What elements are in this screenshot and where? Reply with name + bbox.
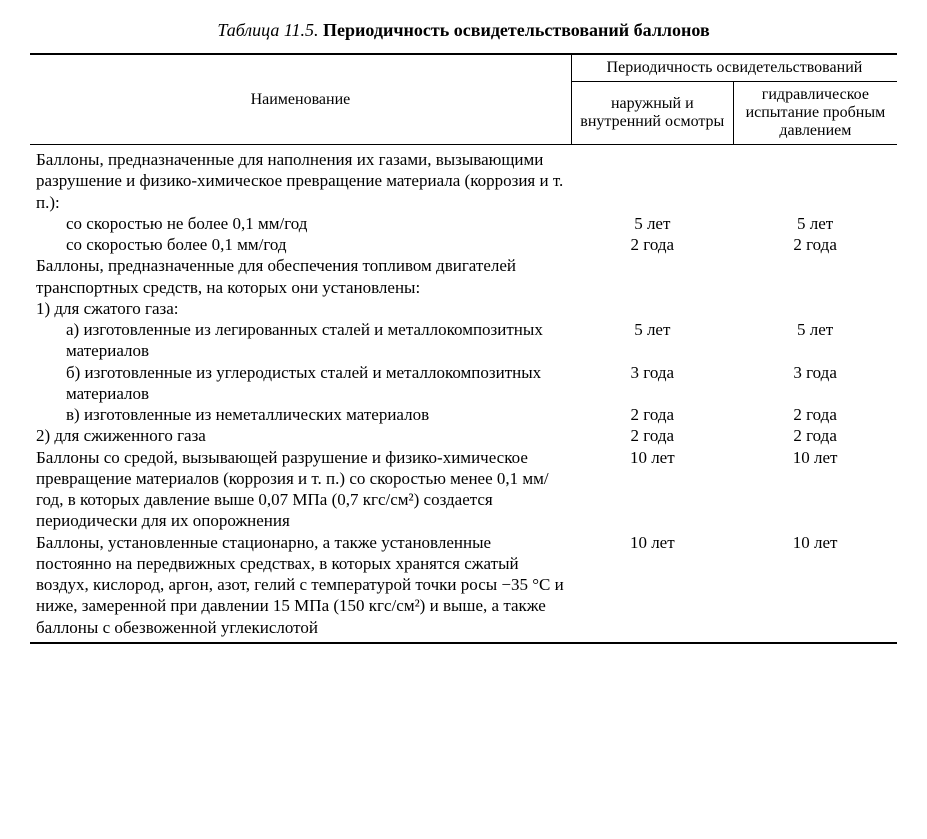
table-row: б) изготовленные из углеродистых сталей … (30, 362, 897, 405)
val-inspect: 5 лет (571, 319, 733, 362)
table-row: а) изготовленные из легированных сталей … (30, 319, 897, 362)
row-text: а) изготовленные из легированных сталей … (36, 319, 565, 362)
val-inspect: 5 лет (571, 213, 733, 234)
table-row: в) изготовленные из неметаллических мате… (30, 404, 897, 425)
table-row: Баллоны, установленные стационарно, а та… (30, 532, 897, 638)
hdr-col2: наружный и внутренний осмотры (571, 82, 733, 145)
val-hydro: 3 года (733, 362, 897, 405)
row-text: Баллоны, установленные стационарно, а та… (36, 532, 565, 638)
cert-table: Наименование Периодичность освидетельств… (30, 53, 897, 644)
table-row: Баллоны, предназначенные для обеспечения… (30, 255, 897, 298)
table-body: Баллоны, предназначенные для наполнения … (30, 145, 897, 643)
val-inspect: 2 года (571, 425, 733, 446)
table-row: со скоростью более 0,1 мм/год 2 года 2 г… (30, 234, 897, 255)
table-row: Баллоны, предназначенные для наполнения … (30, 149, 897, 213)
val-inspect: 10 лет (571, 532, 733, 638)
table-row: 1) для сжатого газа: (30, 298, 897, 319)
table-row: 2) для сжиженного газа 2 года 2 года (30, 425, 897, 446)
val-hydro: 5 лет (733, 319, 897, 362)
row-text: б) изготовленные из углеродистых сталей … (36, 362, 565, 405)
caption-title: Периодичность освидетельствований баллон… (323, 20, 710, 40)
val-inspect: 2 года (571, 234, 733, 255)
row-text: Баллоны со средой, вызывающей разрушение… (36, 447, 565, 532)
val-hydro: 10 лет (733, 532, 897, 638)
hdr-col3: гидравлическое испытание пробным давлени… (733, 82, 897, 145)
table-row: со скоростью не более 0,1 мм/год 5 лет 5… (30, 213, 897, 234)
val-hydro: 2 года (733, 234, 897, 255)
row-text: 2) для сжиженного газа (36, 425, 565, 446)
val-inspect: 2 года (571, 404, 733, 425)
row-text: Баллоны, предназначенные для обеспечения… (36, 255, 565, 298)
table-header: Наименование Периодичность освидетельств… (30, 54, 897, 145)
val-inspect: 3 года (571, 362, 733, 405)
row-text: 1) для сжатого газа: (36, 298, 565, 319)
row-text: со скоростью не более 0,1 мм/год (36, 213, 565, 234)
hdr-group: Периодичность освидетельствований (571, 54, 897, 82)
val-hydro: 5 лет (733, 213, 897, 234)
val-hydro: 2 года (733, 425, 897, 446)
row-text: в) изготовленные из неметаллических мате… (36, 404, 565, 425)
hdr-name: Наименование (30, 54, 571, 145)
caption-label: Таблица 11.5. (217, 20, 318, 40)
val-inspect: 10 лет (571, 447, 733, 532)
val-hydro: 10 лет (733, 447, 897, 532)
row-text: Баллоны, предназначенные для наполнения … (36, 149, 565, 213)
table-caption: Таблица 11.5. Периодичность освидетельст… (30, 20, 897, 41)
row-text: со скоростью более 0,1 мм/год (36, 234, 565, 255)
val-hydro: 2 года (733, 404, 897, 425)
table-row: Баллоны со средой, вызывающей разрушение… (30, 447, 897, 532)
